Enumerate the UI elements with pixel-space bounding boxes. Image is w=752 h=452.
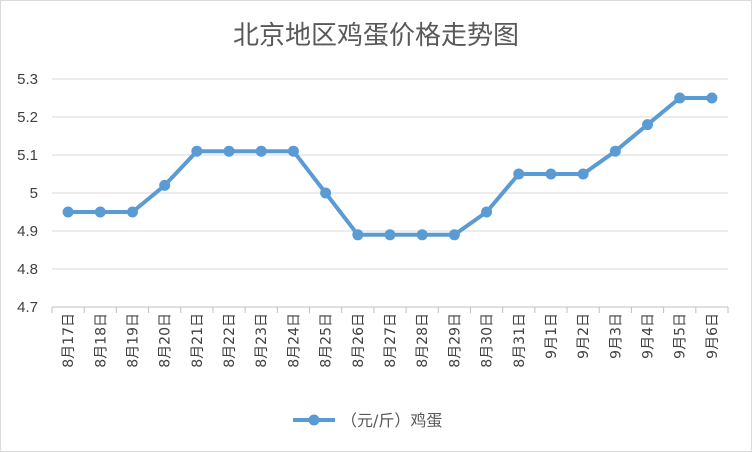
data-point (287, 145, 299, 157)
x-tick-label: 8月20日 (158, 313, 174, 368)
data-point (416, 229, 428, 241)
x-tick-label: 8月25日 (319, 313, 335, 368)
x-tick-label: 9月1日 (544, 313, 560, 359)
data-point (62, 206, 74, 218)
x-tick-label: 8月23日 (254, 313, 270, 368)
x-tick-label: 9月3日 (608, 313, 624, 359)
x-tick-label: 9月2日 (576, 313, 592, 359)
data-point (481, 206, 493, 218)
chart-title: 北京地区鸡蛋价格走势图 (233, 21, 519, 51)
x-axis (51, 306, 729, 313)
y-tick-label: 4.9 (17, 223, 38, 240)
data-point (706, 92, 718, 104)
legend: （元/斤）鸡蛋 (293, 411, 442, 430)
y-axis-ticks: 4.7 4.8 4.9 5 5.1 5.2 5.3 (17, 71, 38, 316)
x-axis-ticks: 8月17日 8月18日 8月19日 8月20日 8月21日 8月22日 8月23日 8月24日… (61, 313, 721, 368)
x-tick-label: 9月6日 (705, 313, 721, 359)
y-tick-label: 4.8 (17, 261, 38, 278)
data-point (609, 145, 621, 157)
data-point (577, 168, 589, 180)
y-tick-label: 5.3 (17, 71, 38, 88)
legend-marker (308, 414, 320, 426)
y-tick-label: 5 (30, 185, 38, 202)
gridlines (52, 78, 728, 270)
data-point (545, 168, 557, 180)
data-point (352, 229, 364, 241)
x-tick-label: 8月17日 (61, 313, 77, 368)
x-tick-label: 8月21日 (190, 313, 206, 368)
data-point (674, 92, 686, 104)
data-point (642, 119, 654, 131)
data-point (94, 206, 106, 218)
x-tick-label: 8月26日 (351, 313, 367, 368)
x-tick-label: 8月27日 (383, 313, 399, 368)
data-point (126, 206, 138, 218)
x-tick-label: 8月24日 (286, 313, 302, 368)
x-tick-label: 8月19日 (125, 313, 141, 368)
data-point (513, 168, 525, 180)
x-tick-label: 8月31日 (512, 313, 528, 368)
legend-label: （元/斤）鸡蛋 (341, 411, 442, 430)
data-point (159, 179, 171, 191)
x-tick-label: 8月18日 (93, 313, 109, 368)
x-tick-label: 8月22日 (222, 313, 238, 368)
y-tick-label: 5.1 (17, 147, 38, 164)
x-tick-label: 9月5日 (673, 313, 689, 359)
series-line (66, 96, 714, 237)
series-layer (62, 92, 718, 241)
x-tick-label: 8月30日 (480, 313, 496, 368)
x-tick-label: 9月4日 (641, 313, 657, 359)
y-tick-label: 4.7 (17, 299, 38, 316)
data-point (255, 145, 267, 157)
data-point (320, 187, 332, 199)
data-point (191, 145, 203, 157)
x-tick-label: 8月29日 (447, 313, 463, 368)
data-point (223, 145, 235, 157)
x-tick-label: 8月28日 (415, 313, 431, 368)
y-tick-label: 5.2 (17, 109, 38, 126)
data-point (448, 229, 460, 241)
data-point (384, 229, 396, 241)
